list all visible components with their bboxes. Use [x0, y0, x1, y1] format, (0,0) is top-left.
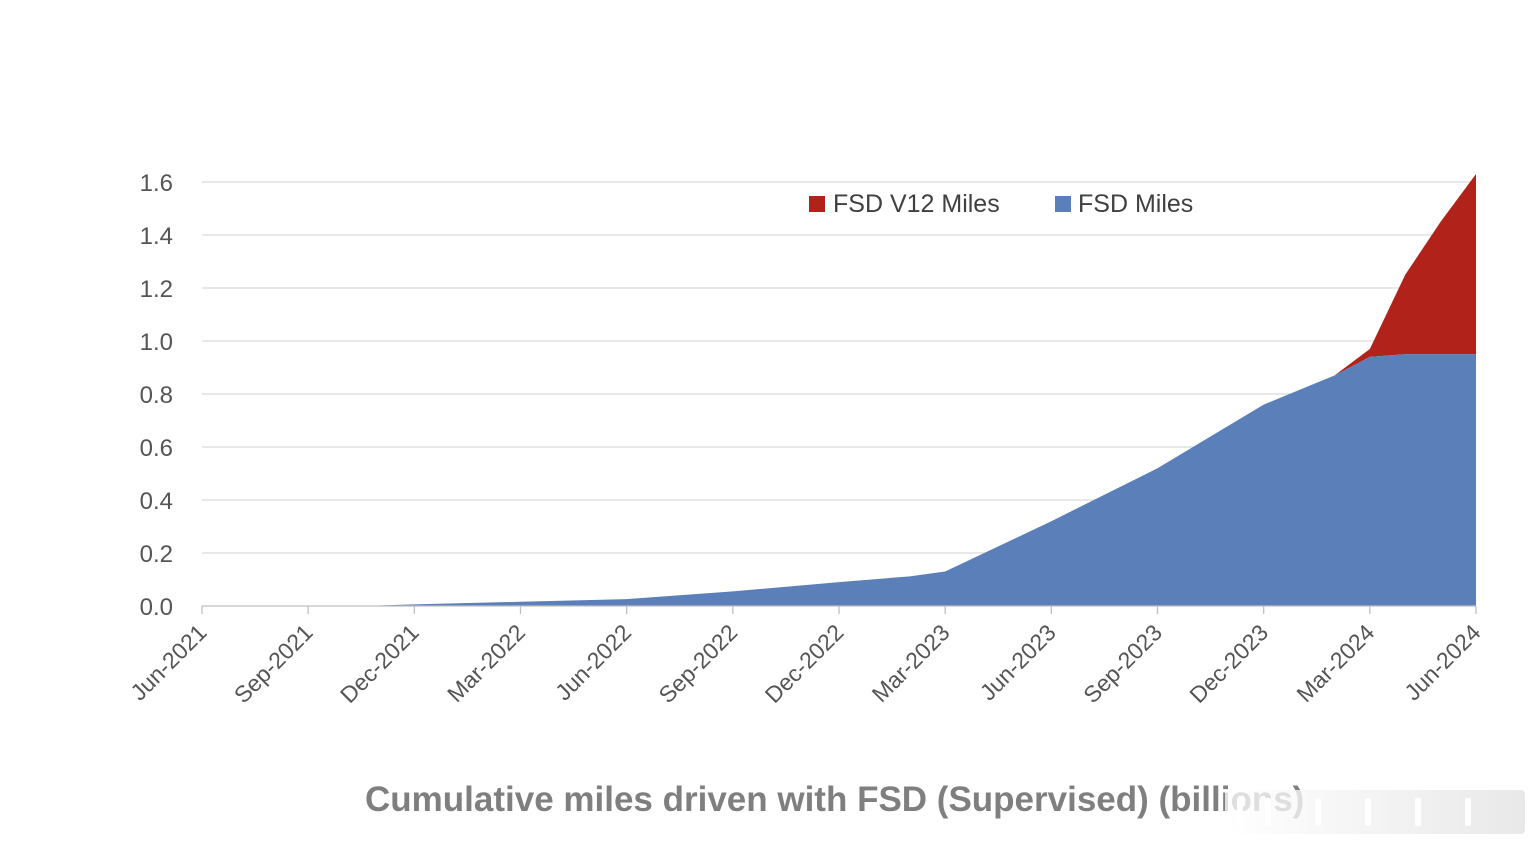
- y-tick-label: 0.0: [140, 594, 173, 621]
- legend-swatch-fsd-v12-miles: [809, 196, 825, 212]
- x-axis: [201, 605, 1477, 614]
- watermark: [1225, 790, 1525, 834]
- y-tick-labels: 0.0 0.2 0.4 0.6 0.8 1.0 1.2 1.4 1.6: [140, 170, 173, 621]
- legend-swatch-fsd-miles: [1055, 196, 1071, 212]
- x-tick-labels: Jun-2021 Sep-2021 Dec-2021 Mar-2022 Jun-2022…: [125, 619, 1485, 708]
- area-fsd-miles: [202, 354, 1476, 606]
- x-tick-label: Jun-2021: [125, 619, 211, 705]
- x-tick-label: Dec-2023: [1184, 619, 1273, 708]
- y-tick-label: 1.6: [140, 170, 173, 197]
- y-tick-label: 0.4: [140, 488, 173, 515]
- x-tick-label: Sep-2022: [653, 619, 742, 708]
- x-tick-label: Mar-2024: [1291, 619, 1379, 707]
- x-tick-label: Mar-2023: [867, 619, 955, 707]
- legend-label-fsd-miles: FSD Miles: [1078, 190, 1193, 218]
- x-tick-label: Jun-2024: [1399, 619, 1485, 705]
- y-tick-label: 0.2: [140, 541, 173, 568]
- legend-label-fsd-v12-miles: FSD V12 Miles: [833, 190, 1000, 218]
- y-tick-label: 0.8: [140, 382, 173, 409]
- chart-title: Cumulative miles driven with FSD (Superv…: [365, 780, 1305, 819]
- y-tick-label: 1.4: [140, 223, 173, 250]
- y-tick-label: 1.2: [140, 276, 173, 303]
- x-tick-label: Jun-2023: [975, 619, 1061, 705]
- legend: FSD V12 Miles FSD Miles: [809, 190, 1193, 218]
- area-fsd-v12-miles: [1334, 174, 1476, 376]
- x-tick-label: Dec-2022: [760, 619, 849, 708]
- x-tick-label: Mar-2022: [442, 619, 530, 707]
- x-tick-label: Jun-2022: [550, 619, 636, 705]
- gridlines: [202, 181, 1476, 554]
- x-tick-label: Sep-2021: [229, 619, 318, 708]
- series-areas: [202, 174, 1476, 606]
- y-tick-label: 1.0: [140, 329, 173, 356]
- y-tick-label: 0.6: [140, 435, 173, 462]
- x-tick-label: Dec-2021: [335, 619, 424, 708]
- x-tick-label: Sep-2023: [1078, 619, 1167, 708]
